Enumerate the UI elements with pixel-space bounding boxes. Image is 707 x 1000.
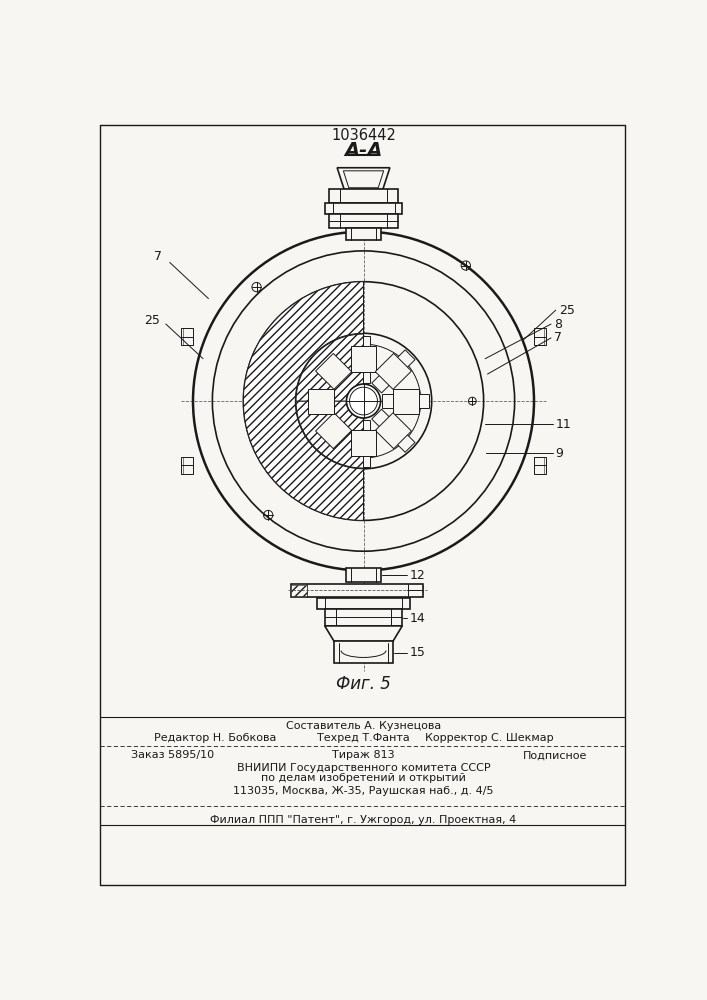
Polygon shape <box>243 282 363 520</box>
Polygon shape <box>375 413 411 449</box>
Text: Составитель А. Кузнецова: Составитель А. Кузнецова <box>286 721 441 731</box>
Polygon shape <box>351 346 376 372</box>
Text: 7: 7 <box>154 250 162 263</box>
Polygon shape <box>296 334 363 401</box>
Text: 7: 7 <box>554 331 562 344</box>
Text: Фиг. 5: Фиг. 5 <box>336 675 391 693</box>
Text: Подписное: Подписное <box>522 750 587 760</box>
Bar <box>329 214 397 228</box>
Text: 1036442: 1036442 <box>331 128 396 143</box>
Bar <box>334 641 393 663</box>
Text: 25: 25 <box>559 304 575 317</box>
Bar <box>325 609 402 626</box>
Bar <box>534 328 547 345</box>
Text: 12: 12 <box>409 569 425 582</box>
Bar <box>291 584 423 597</box>
Bar <box>346 568 381 582</box>
Bar <box>180 457 193 474</box>
Text: 9: 9 <box>556 447 563 460</box>
Text: Корректор С. Шекмар: Корректор С. Шекмар <box>425 733 554 743</box>
Polygon shape <box>308 389 334 414</box>
Polygon shape <box>351 430 376 456</box>
Text: ВНИИПИ Государственного комитета СССР: ВНИИПИ Государственного комитета СССР <box>237 763 491 773</box>
Circle shape <box>349 387 378 415</box>
Polygon shape <box>296 401 363 468</box>
Polygon shape <box>392 389 419 414</box>
Bar <box>534 457 547 474</box>
Text: 113035, Москва, Ж-35, Раушская наб., д. 4/5: 113035, Москва, Ж-35, Раушская наб., д. … <box>233 786 493 796</box>
Polygon shape <box>325 626 402 641</box>
Text: 15: 15 <box>409 646 425 659</box>
Polygon shape <box>312 409 356 452</box>
Text: 13: 13 <box>409 584 425 597</box>
Polygon shape <box>337 168 390 189</box>
Polygon shape <box>382 394 429 408</box>
Polygon shape <box>372 409 415 452</box>
Bar <box>291 585 307 596</box>
Circle shape <box>346 384 380 418</box>
Polygon shape <box>315 413 351 449</box>
Polygon shape <box>356 420 370 466</box>
Text: Заказ 5895/10: Заказ 5895/10 <box>131 750 214 760</box>
Text: 11: 11 <box>556 418 571 431</box>
Text: 25: 25 <box>144 314 160 327</box>
Text: 14: 14 <box>409 612 425 625</box>
Polygon shape <box>312 350 356 393</box>
Bar <box>317 598 410 609</box>
Text: Техред Т.Фанта: Техред Т.Фанта <box>317 733 410 743</box>
Bar <box>180 328 193 345</box>
Bar <box>329 189 397 203</box>
Polygon shape <box>356 336 370 383</box>
Polygon shape <box>315 353 351 389</box>
Polygon shape <box>344 171 384 188</box>
Text: Филиал ППП "Патент", г. Ужгород, ул. Проектная, 4: Филиал ППП "Патент", г. Ужгород, ул. Про… <box>211 815 517 825</box>
Text: Редактор Н. Бобкова: Редактор Н. Бобкова <box>154 733 276 743</box>
Text: Тираж 813: Тираж 813 <box>332 750 395 760</box>
Bar <box>325 203 402 214</box>
Bar <box>346 228 381 240</box>
Text: 8: 8 <box>554 318 562 331</box>
Text: по делам изобретений и открытий: по делам изобретений и открытий <box>261 773 466 783</box>
Polygon shape <box>372 350 415 393</box>
Polygon shape <box>298 394 345 408</box>
Polygon shape <box>375 353 411 389</box>
Text: А-А: А-А <box>344 141 382 160</box>
